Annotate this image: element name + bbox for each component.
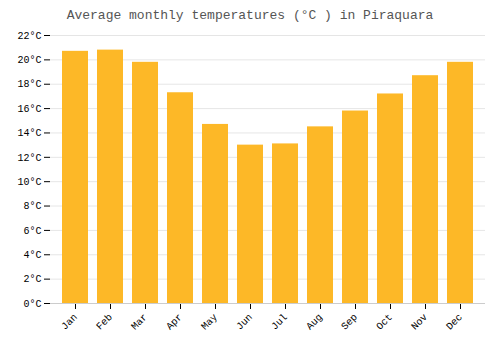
svg-text:Mar: Mar xyxy=(129,312,150,333)
svg-text:18°C: 18°C xyxy=(17,79,41,90)
svg-text:Jan: Jan xyxy=(59,312,80,333)
svg-text:20°C: 20°C xyxy=(17,55,41,66)
svg-text:22°C: 22°C xyxy=(17,31,41,42)
svg-text:Aug: Aug xyxy=(304,312,325,333)
html-text:Average monthly temperatures (: Average monthly temperatures (°C ) in Pi… xyxy=(66,8,434,23)
svg-text:Sep: Sep xyxy=(339,312,360,333)
svg-text:Apr: Apr xyxy=(164,312,185,333)
svg-text:Oct: Oct xyxy=(374,312,395,333)
svg-text:10°C: 10°C xyxy=(17,177,41,188)
svg-text:14°C: 14°C xyxy=(17,128,41,139)
svg-text:12°C: 12°C xyxy=(17,153,41,164)
svg-text:May: May xyxy=(199,312,220,333)
svg-text:2°C: 2°C xyxy=(23,274,41,285)
svg-text:0°C: 0°C xyxy=(23,299,41,310)
svg-text:Dec: Dec xyxy=(444,312,465,333)
svg-text:6°C: 6°C xyxy=(23,226,41,237)
svg-text:Jul: Jul xyxy=(269,312,290,333)
svg-text:4°C: 4°C xyxy=(23,250,41,261)
svg-text:Feb: Feb xyxy=(94,312,115,333)
svg-text:Jun: Jun xyxy=(234,312,255,333)
svg-text:Nov: Nov xyxy=(409,312,430,333)
svg-text:8°C: 8°C xyxy=(23,201,41,212)
svg-text:16°C: 16°C xyxy=(17,104,41,115)
